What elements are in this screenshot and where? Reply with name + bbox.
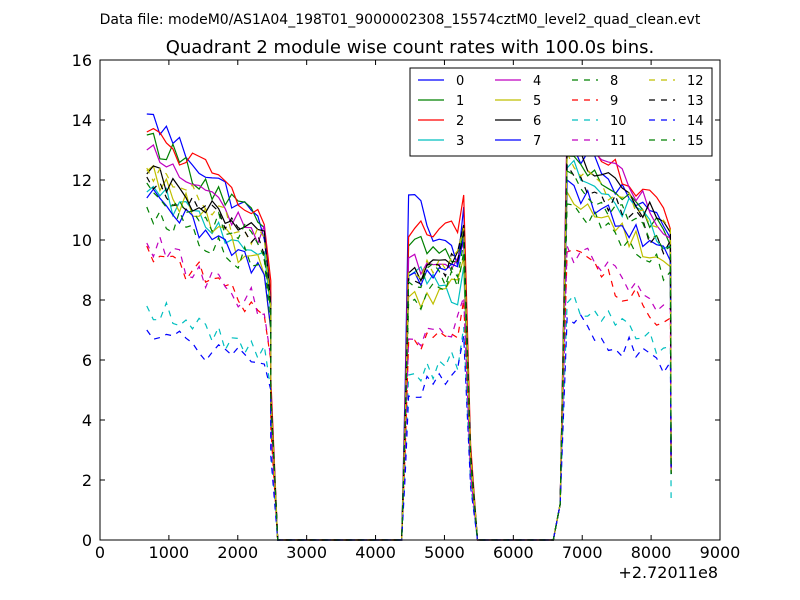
series-line-7 xyxy=(146,178,672,541)
y-tick-label: 8 xyxy=(82,291,92,310)
x-tick-label: 0 xyxy=(95,543,105,562)
x-tick-label: 1000 xyxy=(149,543,190,562)
series-line-5 xyxy=(146,164,672,541)
series-line-3 xyxy=(146,159,672,541)
legend-label-0: 0 xyxy=(456,74,464,89)
series-line-4 xyxy=(146,119,672,541)
chart-title: Quadrant 2 module wise count rates with … xyxy=(166,37,655,58)
legend-label-7: 7 xyxy=(533,134,541,149)
series-line-10 xyxy=(146,294,672,541)
x-tick-label: 3000 xyxy=(286,543,327,562)
y-tick-label: 12 xyxy=(72,171,92,190)
y-tick-label: 16 xyxy=(72,51,92,70)
suptitle: Data file: modeM0/AS1A04_198T01_90000023… xyxy=(100,12,701,28)
series-line-12 xyxy=(146,152,672,541)
legend-label-12: 12 xyxy=(687,74,704,89)
x-tick-label: 4000 xyxy=(355,543,396,562)
series-line-2 xyxy=(146,125,672,541)
axes-ticks: 0 1000 2000 3000 4000 5000 6000 7000 8000 9000 0 2 4… xyxy=(72,51,741,562)
series-line-15 xyxy=(146,169,672,541)
x-tick-label: 6000 xyxy=(493,543,534,562)
legend-label-9: 9 xyxy=(610,94,618,109)
legend-label-3: 3 xyxy=(456,134,464,149)
legend-label-2: 2 xyxy=(456,114,464,129)
y-tick-label: 2 xyxy=(82,471,92,490)
legend-label-1: 1 xyxy=(456,94,464,109)
series-line-11 xyxy=(146,235,672,541)
legend-label-4: 4 xyxy=(533,74,541,89)
plot-frame xyxy=(99,59,721,541)
x-offset-label: +2.72011e8 xyxy=(618,563,718,582)
series-line-9 xyxy=(146,245,672,541)
legend-box xyxy=(409,67,713,157)
y-tick-label: 14 xyxy=(72,111,92,130)
y-tick-label: 10 xyxy=(72,231,92,250)
x-tick-label: 7000 xyxy=(562,543,603,562)
series-line-14 xyxy=(146,314,672,541)
y-tick-label: 0 xyxy=(82,531,92,550)
series-line-1 xyxy=(146,132,672,541)
legend-label-15: 15 xyxy=(687,134,704,149)
x-tick-label: 9000 xyxy=(700,543,741,562)
x-tick-label: 5000 xyxy=(424,543,465,562)
y-tick-label: 6 xyxy=(82,351,92,370)
legend-label-14: 14 xyxy=(687,114,704,129)
legend-label-10: 10 xyxy=(610,114,627,129)
y-tick-label: 4 xyxy=(82,411,92,430)
legend-label-13: 13 xyxy=(687,94,704,109)
x-tick-label: 8000 xyxy=(631,543,672,562)
series-line-0 xyxy=(146,113,672,541)
plot-lines xyxy=(146,113,672,541)
series-line-8 xyxy=(146,203,672,541)
legend-label-5: 5 xyxy=(533,94,541,109)
legend-label-6: 6 xyxy=(533,114,541,129)
legend-label-8: 8 xyxy=(610,74,618,89)
series-line-13 xyxy=(146,162,672,541)
legend-label-11: 11 xyxy=(610,134,627,149)
x-tick-label: 2000 xyxy=(217,543,258,562)
